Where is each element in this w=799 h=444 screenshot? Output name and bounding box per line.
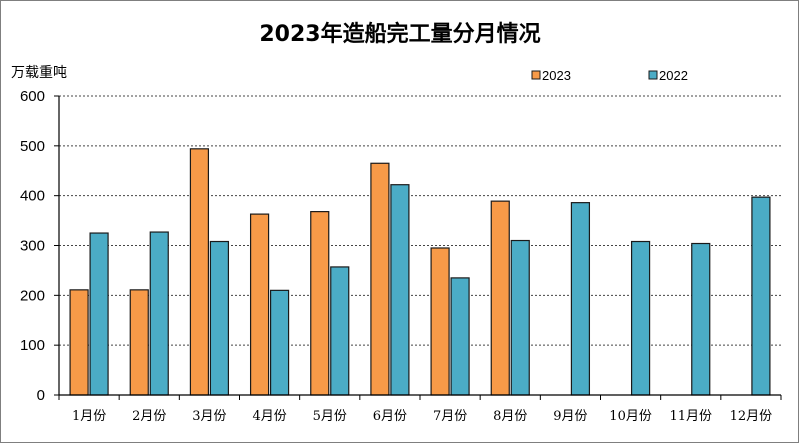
bar-2022-8 [510, 239, 530, 396]
x-tick-label: 6月份 [373, 409, 407, 424]
bar-2023-3 [189, 148, 210, 396]
legend: 2023 2022 [531, 68, 688, 83]
bar-2023-6 [370, 162, 390, 396]
y-tick-label: 200 [20, 287, 45, 304]
bar-2023-7 [430, 247, 450, 396]
x-tick-label: 11月份 [669, 409, 712, 424]
y-tick-label: 500 [20, 138, 45, 155]
chart-title: 2023年造船完工量分月情况 [259, 21, 540, 47]
bar-2022-5 [330, 266, 350, 396]
bar-2022-3 [209, 240, 230, 396]
gridlines [59, 95, 781, 346]
x-tick-label: 2月份 [132, 409, 166, 424]
bar-2022-10 [630, 240, 651, 396]
x-tick-label: 7月份 [433, 409, 467, 424]
bars [69, 148, 771, 396]
bar-2022-12 [751, 196, 771, 396]
bar-2022-1 [89, 232, 109, 396]
y-tick-label: 100 [20, 337, 45, 354]
bar-2022-9 [570, 202, 591, 396]
bar-2023-4 [249, 213, 270, 396]
bar-2022-6 [390, 184, 410, 396]
legend-label-2023: 2023 [542, 68, 571, 83]
x-tick-labels: 1月份 2月份 3月份 4月份 5月份 6月份 7月份 8月份 9月份 10月份 11月份 12月份 [72, 409, 772, 424]
bar-2023-5 [310, 211, 330, 396]
x-tick-label: 9月份 [553, 409, 587, 424]
bar-2022-11 [691, 242, 711, 396]
bar-2022-7 [450, 277, 470, 396]
y-tick-label: 300 [20, 238, 45, 255]
x-tick-label: 1月份 [72, 409, 106, 424]
bar-2023-2 [129, 289, 149, 396]
legend-swatch-2022 [648, 70, 658, 80]
x-tick-label: 8月份 [493, 409, 527, 424]
bar-2023-8 [490, 200, 510, 396]
y-tick-labels: 0 100 200 300 400 500 600 [20, 88, 45, 404]
bar-2022-2 [149, 231, 169, 396]
legend-swatch-2023 [531, 70, 541, 80]
x-tick-label: 10月份 [609, 409, 652, 424]
y-tick-label: 0 [37, 387, 45, 404]
x-tick-label: 5月份 [313, 409, 347, 424]
legend-label-2022: 2022 [659, 68, 688, 83]
bar-2022-4 [269, 289, 290, 396]
y-tick-label: 600 [20, 88, 45, 105]
y-axis-label: 万载重吨 [11, 65, 67, 81]
x-tick-label: 12月份 [730, 409, 773, 424]
bar-2023-1 [69, 289, 89, 396]
y-tick-label: 400 [20, 188, 45, 205]
x-tick-label: 3月份 [192, 409, 226, 424]
axes [54, 95, 782, 400]
x-tick-label: 4月份 [252, 409, 286, 424]
